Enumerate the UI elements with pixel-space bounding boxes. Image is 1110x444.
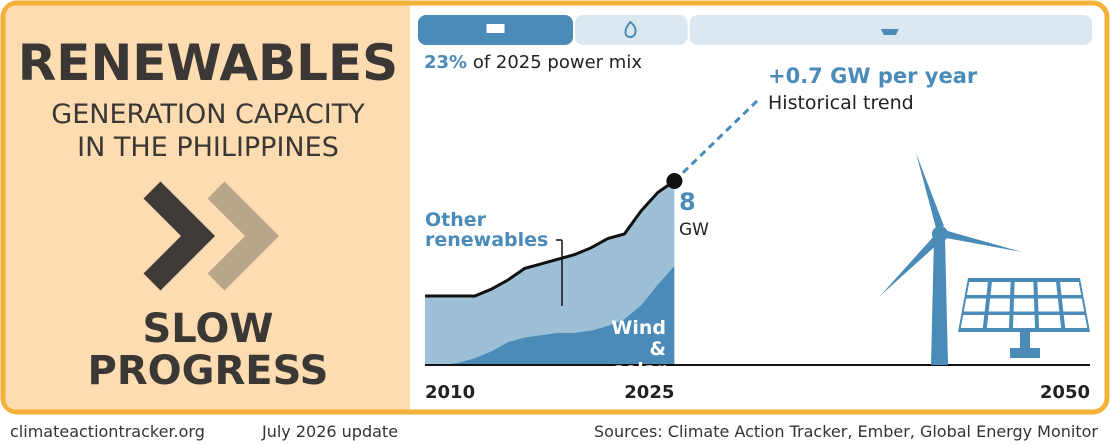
panel-cell	[966, 282, 988, 295]
panel-cell	[1061, 298, 1085, 312]
latest-unit: GW	[679, 220, 709, 240]
x-tick-label: 2025	[624, 382, 674, 403]
mix-text: of 2025 power mix	[472, 52, 642, 73]
area-wind-solar	[425, 266, 675, 365]
left-panel	[5, 5, 410, 410]
panel-cell	[1014, 282, 1034, 295]
coal-icon	[880, 29, 899, 35]
subtitle: GENERATION CAPACITY IN THE PHILIPPINES	[51, 99, 365, 163]
footer-update: July 2026 update	[262, 422, 399, 441]
turbine-tower	[931, 237, 948, 365]
solar-icon	[486, 24, 505, 33]
x-tick-label: 2010	[425, 382, 475, 403]
panel-cell	[960, 315, 985, 328]
panel-base	[1010, 348, 1040, 358]
panel-cell	[963, 298, 987, 312]
panel-post	[1020, 332, 1030, 354]
panel-cell	[1063, 315, 1088, 328]
mix-segment	[575, 15, 688, 45]
turbine-hub	[932, 226, 948, 242]
legend-wind-solar: Wind & solar	[611, 317, 666, 381]
trend-caption: Historical trend	[768, 92, 914, 114]
area-other	[425, 181, 675, 365]
turbine-blade	[916, 153, 944, 228]
mix-caption: 23% of 2025 power mix	[424, 52, 642, 73]
legend-other: Other renewables	[425, 209, 549, 251]
chevron	[143, 181, 215, 291]
footer-sources: Sources: Climate Action Tracker, Ember, …	[594, 422, 1098, 441]
panel-cell	[990, 282, 1011, 295]
latest-point	[666, 173, 683, 189]
panel-cell	[1037, 282, 1058, 295]
total-line	[425, 179, 676, 298]
gas-icon	[624, 20, 637, 39]
panel-cell	[988, 298, 1011, 312]
latest-value: 8	[679, 188, 696, 216]
panel-cell	[1013, 298, 1035, 312]
panel-cell	[1038, 315, 1062, 328]
trend-label: +0.7 GW per year	[768, 64, 978, 88]
trend-line	[673, 99, 759, 183]
panel-cell	[1037, 298, 1060, 312]
turbine-blade	[880, 236, 940, 296]
footer-site: climateactiontracker.org	[10, 422, 205, 441]
rating: SLOW PROGRESS	[87, 306, 329, 394]
turbine-blade	[944, 230, 1022, 252]
panel-cell	[986, 315, 1010, 328]
panel-cell	[1060, 282, 1082, 295]
mix-share: 23%	[424, 52, 468, 73]
panel-cell	[1012, 315, 1036, 328]
chevron	[207, 181, 279, 291]
x-tick-label: 2050	[1040, 382, 1090, 403]
title: RENEWABLES	[17, 34, 399, 92]
